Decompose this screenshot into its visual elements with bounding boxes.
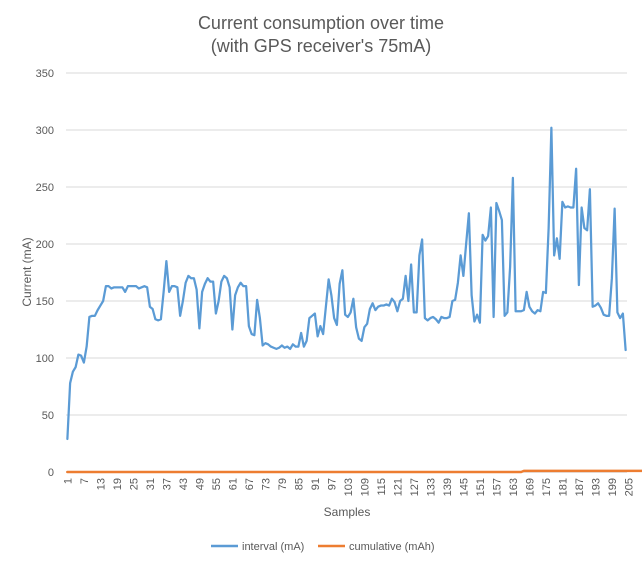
x-axis-title: Samples — [324, 505, 371, 519]
x-tick-label: 139 — [442, 478, 454, 496]
x-tick-label: 115 — [376, 478, 388, 496]
x-tick-label: 169 — [524, 478, 536, 496]
series-line-cumulative — [66, 469, 642, 474]
x-tick-label: 133 — [425, 478, 437, 496]
series-line-interval — [66, 126, 627, 441]
x-tick-label: 19 — [112, 478, 124, 490]
x-tick-label: 97 — [326, 478, 338, 490]
x-axis-ticks: 1 7 13 19 25 31 37 43 49 55 61 67 73 79 85 91 97 103 109 11… — [62, 478, 635, 496]
legend-label: cumulative (mAh) — [349, 541, 435, 553]
x-tick-label: 205 — [623, 478, 635, 496]
x-tick-label: 193 — [590, 478, 602, 496]
y-tick-label: 350 — [36, 68, 54, 80]
x-tick-label: 67 — [244, 478, 256, 490]
x-tick-label: 109 — [359, 478, 371, 496]
y-tick-label: 150 — [36, 296, 54, 308]
gridlines — [66, 72, 627, 473]
x-tick-label: 157 — [491, 478, 503, 496]
x-tick-label: 175 — [541, 478, 553, 496]
x-tick-label: 1 — [62, 478, 74, 484]
x-tick-label: 37 — [161, 478, 173, 490]
x-tick-label: 13 — [95, 478, 107, 490]
y-tick-label: 100 — [36, 353, 54, 365]
y-tick-label: 50 — [42, 410, 54, 422]
x-tick-label: 127 — [409, 478, 421, 496]
series-lines — [66, 126, 642, 474]
x-tick-label: 43 — [178, 478, 190, 490]
x-tick-label: 73 — [260, 478, 272, 490]
legend: interval (mA) cumulative (mAh) — [211, 541, 435, 553]
x-tick-label: 55 — [211, 478, 223, 490]
x-tick-label: 25 — [128, 478, 140, 490]
x-tick-label: 7 — [79, 478, 91, 484]
y-tick-label: 250 — [36, 182, 54, 194]
y-tick-label: 200 — [36, 239, 54, 251]
x-tick-label: 61 — [227, 478, 239, 490]
x-tick-label: 163 — [508, 478, 520, 496]
x-tick-label: 199 — [607, 478, 619, 496]
y-tick-label: 300 — [36, 125, 54, 137]
y-tick-label: 0 — [48, 467, 54, 479]
chart-subtitle: (with GPS receiver's 75mA) — [211, 36, 432, 56]
chart-title: Current consumption over time — [198, 13, 444, 33]
y-axis-title: Current (mA) — [20, 237, 34, 306]
x-tick-label: 79 — [277, 478, 289, 490]
legend-label: interval (mA) — [242, 541, 304, 553]
x-tick-label: 145 — [458, 478, 470, 496]
x-tick-label: 49 — [194, 478, 206, 490]
x-tick-label: 85 — [293, 478, 305, 490]
x-tick-label: 121 — [392, 478, 404, 496]
x-tick-label: 91 — [310, 478, 322, 490]
x-tick-label: 187 — [574, 478, 586, 496]
y-axis-ticks: 0 50 100 150 200 250 300 350 — [36, 68, 54, 479]
x-tick-label: 151 — [475, 478, 487, 496]
x-tick-label: 181 — [557, 478, 569, 496]
x-tick-label: 103 — [343, 478, 355, 496]
x-tick-label: 31 — [145, 478, 157, 490]
